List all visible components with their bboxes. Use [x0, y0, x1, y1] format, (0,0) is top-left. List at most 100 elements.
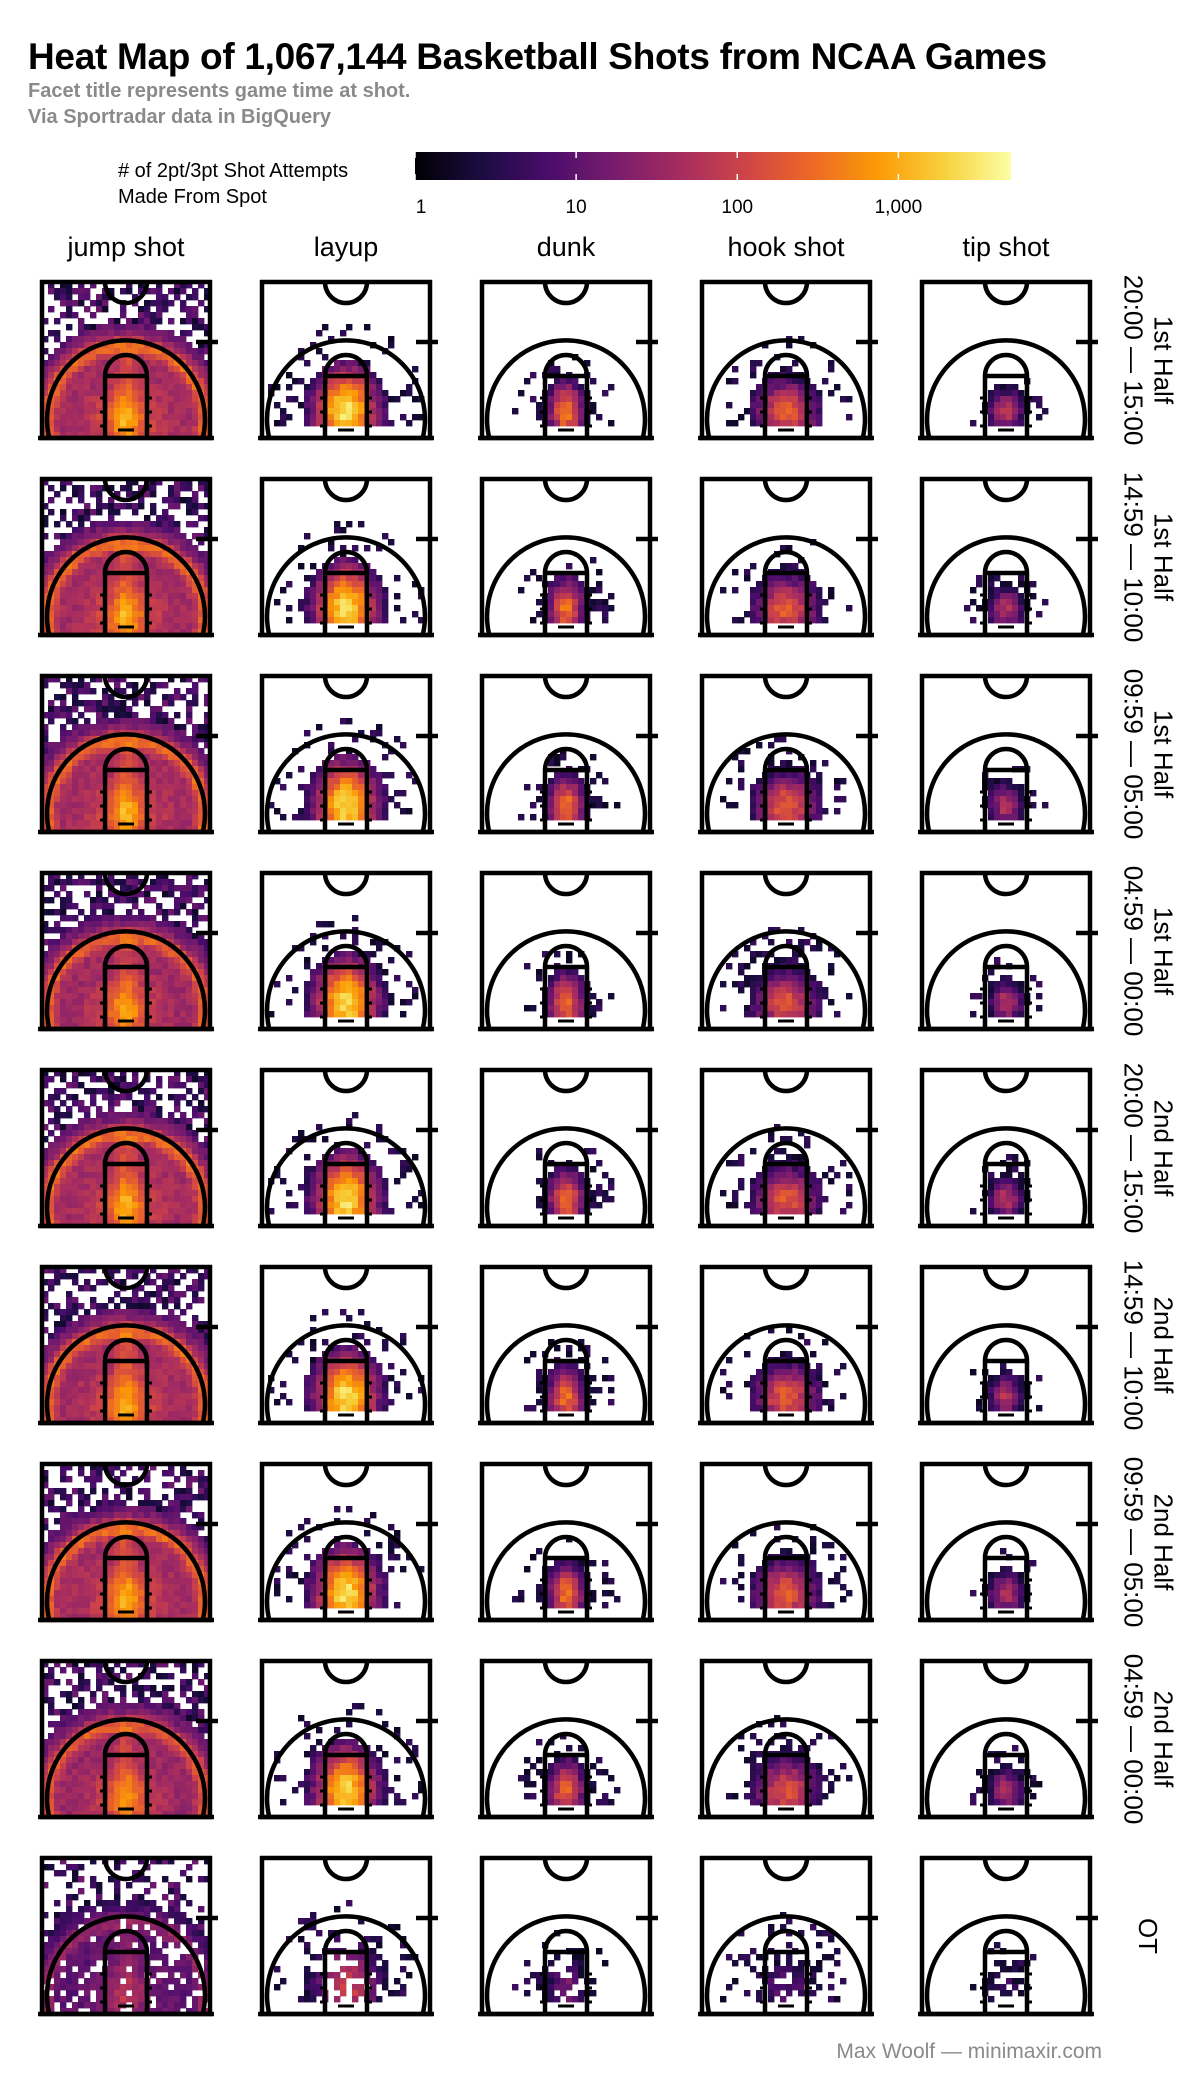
heat-cell	[48, 957, 55, 964]
heat-cell	[180, 1411, 187, 1418]
heat-cell	[186, 378, 193, 385]
heat-cell	[138, 1017, 145, 1024]
heat-cell	[150, 551, 157, 558]
heat-cell	[54, 1518, 61, 1525]
heat-cell	[144, 515, 151, 522]
heat-cell	[114, 1303, 121, 1310]
heat-cell	[180, 318, 187, 325]
heat-cell	[186, 402, 193, 409]
heat-cell	[168, 814, 175, 821]
heat-cell	[198, 1327, 205, 1334]
heat-cell	[78, 808, 85, 815]
heat-cell	[114, 1608, 121, 1615]
heat-cell	[186, 1793, 193, 1800]
heat-cell	[66, 1184, 73, 1191]
heat-cell	[114, 1178, 121, 1185]
heat-cell	[66, 1112, 73, 1119]
heat-cell	[78, 1530, 85, 1537]
heat-cell	[162, 1548, 169, 1555]
heat-cell	[114, 1464, 121, 1471]
heat-cell	[138, 694, 145, 701]
heat-cell	[174, 1124, 181, 1131]
heat-cell	[108, 933, 115, 940]
heat-cell	[132, 921, 139, 928]
heat-cell	[108, 1094, 115, 1101]
heat-cell	[48, 1190, 55, 1197]
heat-cell	[144, 724, 151, 731]
heat-cell	[174, 1542, 181, 1549]
heat-cell	[84, 1214, 91, 1221]
heat-cell	[48, 581, 55, 588]
heat-cell	[138, 342, 145, 349]
heat-cell	[132, 814, 139, 821]
heat-cell	[138, 1363, 145, 1370]
heat-cell	[60, 479, 67, 486]
heat-cell	[108, 1721, 115, 1728]
heat-cell	[168, 1703, 175, 1710]
heat-cell	[126, 951, 133, 958]
heat-cell	[72, 1011, 79, 1018]
heat-cell	[192, 700, 199, 707]
heat-cell	[132, 545, 139, 552]
heat-cell	[120, 1578, 127, 1585]
heat-cell	[54, 808, 61, 815]
heat-cell	[72, 545, 79, 552]
heat-cell	[138, 969, 145, 976]
heat-cell	[84, 784, 91, 791]
heat-cell	[60, 1136, 67, 1143]
heat-cell	[90, 951, 97, 958]
heat-cell	[90, 509, 97, 516]
heat-cell	[108, 760, 115, 767]
heat-cell	[168, 581, 175, 588]
heat-cell	[54, 1136, 61, 1143]
heat-cell	[54, 1393, 61, 1400]
heat-cell	[186, 521, 193, 528]
heat-cell	[162, 1781, 169, 1788]
heat-cell	[126, 1524, 133, 1531]
heat-cell	[192, 1661, 199, 1668]
heat-cell	[72, 760, 79, 767]
heat-cell	[162, 1279, 169, 1286]
heat-cell	[78, 1787, 85, 1794]
heat-cell	[168, 1566, 175, 1573]
heat-cell	[186, 1566, 193, 1573]
heat-cell	[78, 1327, 85, 1334]
heat-cell	[180, 336, 187, 343]
heat-cell	[168, 802, 175, 809]
heat-cell	[162, 1351, 169, 1358]
heat-cell	[198, 414, 205, 421]
heat-cell	[78, 1679, 85, 1686]
heat-cell	[84, 706, 91, 713]
heat-cell	[90, 1297, 97, 1304]
heat-cell	[60, 885, 67, 892]
heat-cell	[150, 1602, 157, 1609]
heat-cell	[168, 1285, 175, 1292]
heat-cell	[198, 1476, 205, 1483]
heat-cell	[108, 336, 115, 343]
heat-cell	[108, 1763, 115, 1770]
heat-cell	[150, 802, 157, 809]
heat-cell	[198, 563, 205, 570]
heat-cell	[48, 366, 55, 373]
heat-cell	[132, 1530, 139, 1537]
heat-cell	[108, 676, 115, 683]
heat-cell	[138, 1691, 145, 1698]
heat-cell	[186, 1596, 193, 1603]
heat-cell	[174, 1160, 181, 1167]
heat-cell	[132, 1691, 139, 1698]
heat-cell	[96, 1793, 103, 1800]
heat-cell	[126, 975, 133, 982]
court-three-point-arc	[44, 535, 208, 636]
heat-cell	[162, 330, 169, 337]
heat-cell	[48, 820, 55, 827]
heat-cell	[72, 784, 79, 791]
heat-cell	[186, 718, 193, 725]
heat-cell	[84, 1106, 91, 1113]
heat-cell	[66, 1727, 73, 1734]
heat-cell	[150, 300, 157, 307]
heat-cell	[198, 975, 205, 982]
heat-cell	[60, 1130, 67, 1137]
heat-cell	[156, 1387, 163, 1394]
heat-cell	[60, 1584, 67, 1591]
heat-cell	[84, 1542, 91, 1549]
